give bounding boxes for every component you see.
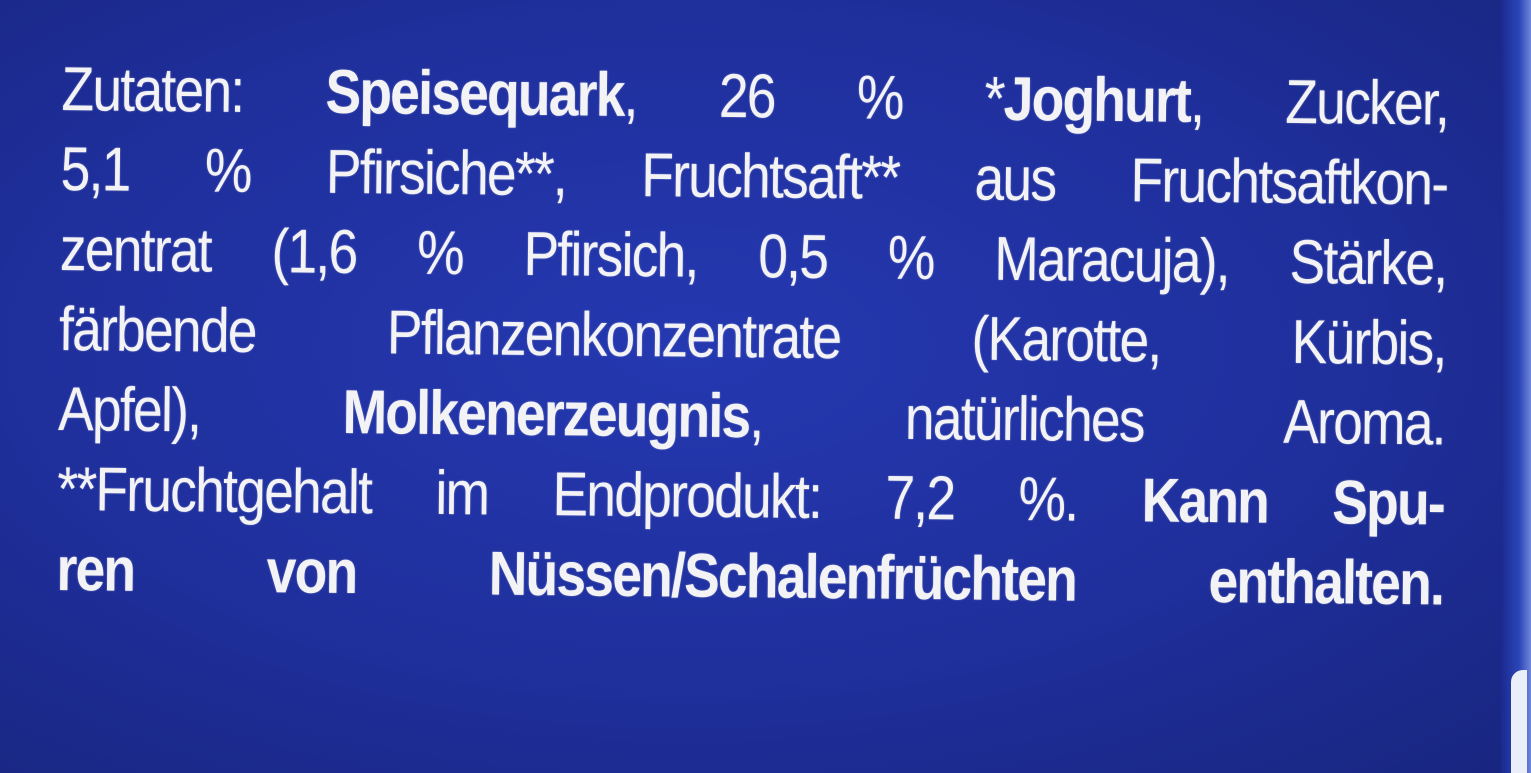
ingredients-line: Zutaten: Speisequark, 26 % *Joghurt, Zuc… xyxy=(61,50,1448,145)
ingredients-label: Zutaten: Speisequark, 26 % *Joghurt, Zuc… xyxy=(56,50,1452,625)
ingredient-text: **Fruchtgehalt im Endprodukt: 7,2 %. xyxy=(57,454,1143,536)
ingredient-bold-text: Joghurt xyxy=(1003,64,1191,136)
ingredient-text: 5,1 % Pfirsiche**, Fruchtsaft** aus Fruc… xyxy=(60,134,1448,219)
package-edge xyxy=(1501,0,1531,773)
ingredients-line: 5,1 % Pfirsiche**, Fruchtsaft** aus Fruc… xyxy=(60,130,1447,225)
ingredient-text: , 26 % * xyxy=(623,60,1005,134)
ingredients-line: ren von Nüssen/Schalenfrüchten enthalten… xyxy=(56,530,1443,625)
ingredient-text: , Zucker, xyxy=(1189,66,1449,139)
package-fold xyxy=(1511,670,1527,773)
ingredients-line: **Fruchtgehalt im Endprodukt: 7,2 %. Kan… xyxy=(57,450,1444,545)
ingredient-bold-text: Kann Spu- xyxy=(1141,466,1445,539)
ingredient-bold-text: Molkenerzeugnis xyxy=(342,377,750,452)
ingredient-text: färbende Pflanzenkonzentrate (Karotte, K… xyxy=(58,294,1447,379)
ingredients-line: färbende Pflanzenkonzentrate (Karotte, K… xyxy=(59,290,1446,385)
ingredient-text: Zutaten: xyxy=(61,54,326,127)
ingredient-bold-text: Speisequark xyxy=(325,57,625,130)
ingredients-line: zentrat (1,6 % Pfirsich, 0,5 % Maracuja)… xyxy=(59,210,1447,305)
ingredient-text: zentrat (1,6 % Pfirsich, 0,5 % Maracuja)… xyxy=(59,214,1447,299)
ingredient-text: Apfel), xyxy=(57,374,344,447)
ingredient-text: , natürliches Aroma. xyxy=(749,382,1446,459)
ingredient-bold-text: ren von Nüssen/Schalenfrüchten enthalten… xyxy=(56,534,1444,619)
ingredients-line: Apfel), Molkenerzeugnis, natürliches Aro… xyxy=(58,370,1445,465)
